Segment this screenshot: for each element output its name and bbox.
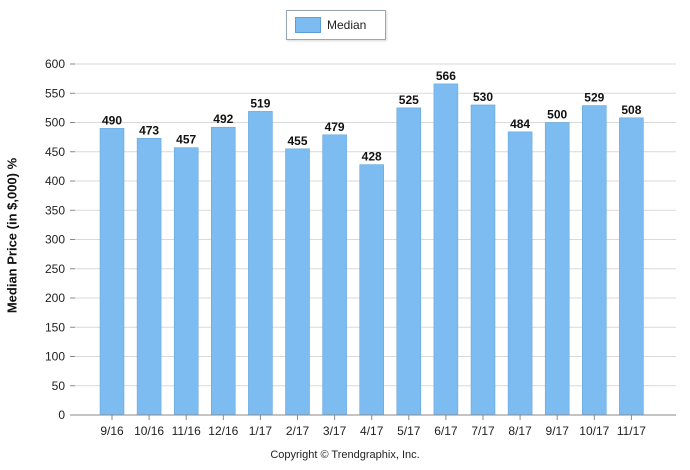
bar bbox=[582, 105, 607, 416]
bar-value-label: 428 bbox=[362, 150, 382, 164]
x-tick-label: 9/16 bbox=[100, 424, 124, 438]
x-tick-label: 9/17 bbox=[546, 424, 570, 438]
y-tick-label: 300 bbox=[45, 233, 65, 247]
bar bbox=[136, 138, 162, 416]
y-tick-label: 600 bbox=[45, 57, 65, 71]
bar-value-label: 525 bbox=[399, 93, 419, 107]
bar bbox=[359, 164, 384, 416]
bar bbox=[211, 126, 236, 416]
x-tick-label: 8/17 bbox=[508, 424, 532, 438]
bar bbox=[396, 107, 422, 416]
bar bbox=[173, 147, 199, 416]
bar-value-label: 484 bbox=[510, 117, 530, 131]
bars bbox=[99, 83, 644, 416]
y-tick-label: 50 bbox=[52, 379, 66, 393]
legend-swatch-median bbox=[295, 17, 321, 33]
x-axis-ticks: 9/16 10/16 11/16 12/16 1/17 2/17 3/17 4/17 5/17 6… bbox=[100, 415, 646, 438]
bar-value-labels: 490 473 457 492 519 455 479 428 525 566 530 484 500 5… bbox=[102, 69, 642, 164]
y-tick-label: 400 bbox=[45, 174, 65, 188]
bar-value-label: 479 bbox=[325, 120, 345, 134]
bar-value-label: 530 bbox=[473, 90, 493, 104]
y-axis-title: Median Price (in $,000) % bbox=[4, 157, 20, 314]
x-tick-label: 12/16 bbox=[208, 424, 238, 438]
x-tick-label: 10/17 bbox=[579, 424, 609, 438]
y-tick-label: 0 bbox=[58, 408, 65, 422]
bar bbox=[507, 131, 533, 416]
bar-value-label: 519 bbox=[250, 96, 270, 110]
y-tick-label: 350 bbox=[45, 203, 65, 217]
bar bbox=[99, 128, 125, 416]
bar-value-label: 490 bbox=[102, 113, 122, 127]
x-tick-label: 5/17 bbox=[397, 424, 421, 438]
bar bbox=[470, 104, 496, 416]
bar-value-label: 566 bbox=[436, 69, 456, 83]
y-tick-label: 250 bbox=[45, 262, 65, 276]
bar-value-label: 529 bbox=[584, 91, 604, 105]
x-tick-label: 1/17 bbox=[249, 424, 273, 438]
bar bbox=[285, 148, 310, 416]
bar bbox=[322, 134, 347, 416]
y-axis-ticks: 0 50 100 150 200 250 300 350 400 450 500 550 600 bbox=[45, 57, 75, 422]
bar-value-label: 500 bbox=[547, 108, 567, 122]
y-tick-label: 200 bbox=[45, 291, 65, 305]
bar bbox=[544, 122, 570, 416]
bar bbox=[619, 117, 644, 416]
x-tick-label: 6/17 bbox=[434, 424, 458, 438]
bar bbox=[433, 83, 459, 416]
bar-value-label: 457 bbox=[176, 133, 196, 147]
x-tick-label: 4/17 bbox=[360, 424, 384, 438]
y-tick-label: 150 bbox=[45, 320, 65, 334]
bar bbox=[248, 111, 273, 416]
copyright-text: Copyright © Trendgraphix, Inc. bbox=[270, 449, 420, 461]
x-tick-label: 11/17 bbox=[617, 424, 646, 438]
x-tick-label: 3/17 bbox=[323, 424, 347, 438]
bar-value-label: 455 bbox=[287, 134, 307, 148]
bar-value-label: 473 bbox=[139, 123, 159, 137]
legend-label-median: Median bbox=[327, 18, 367, 32]
x-tick-label: 7/17 bbox=[471, 424, 495, 438]
y-tick-label: 500 bbox=[45, 116, 65, 130]
y-tick-label: 550 bbox=[45, 86, 65, 100]
x-tick-label: 11/16 bbox=[172, 424, 201, 438]
bar-value-label: 492 bbox=[213, 112, 233, 126]
y-tick-label: 100 bbox=[45, 350, 65, 364]
bar-value-label: 508 bbox=[621, 103, 641, 117]
y-tick-label: 450 bbox=[45, 145, 65, 159]
x-tick-label: 2/17 bbox=[286, 424, 310, 438]
x-tick-label: 10/16 bbox=[134, 424, 164, 438]
legend: Median bbox=[286, 10, 386, 40]
